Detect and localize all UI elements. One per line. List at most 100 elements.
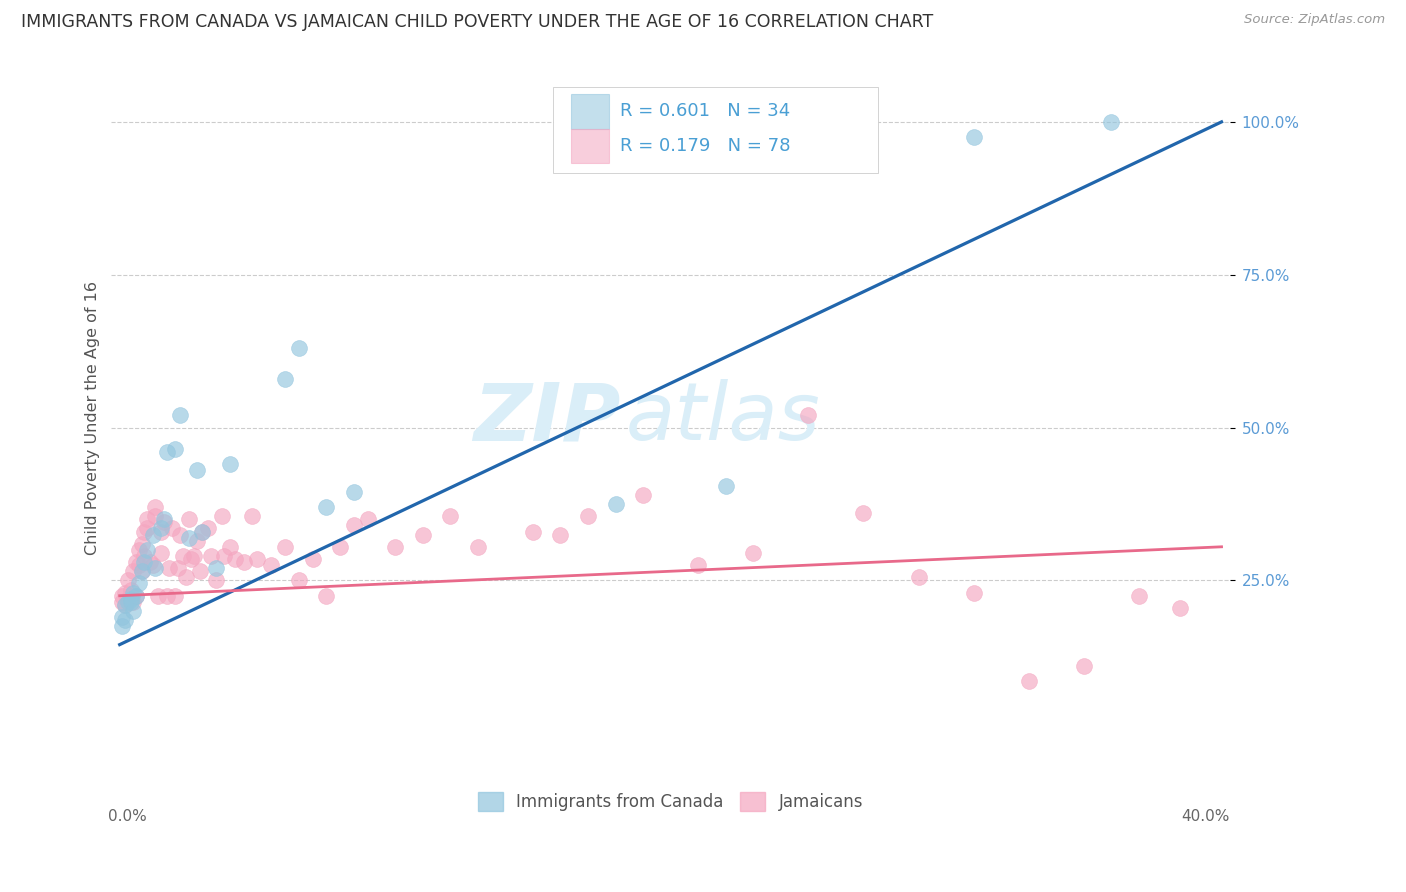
Point — [205, 574, 228, 588]
Point — [218, 540, 240, 554]
Text: 0.0%: 0.0% — [108, 809, 146, 823]
Point — [145, 509, 167, 524]
Point — [114, 585, 136, 599]
Point — [139, 555, 162, 569]
Point — [163, 589, 186, 603]
FancyBboxPatch shape — [571, 129, 609, 163]
Point — [150, 521, 173, 535]
Point — [962, 585, 984, 599]
Point — [163, 442, 186, 456]
Point — [343, 484, 366, 499]
Point — [315, 500, 337, 514]
Point — [232, 555, 254, 569]
Text: R = 0.601   N = 34: R = 0.601 N = 34 — [620, 102, 790, 120]
Point — [122, 595, 145, 609]
Text: IMMIGRANTS FROM CANADA VS JAMAICAN CHILD POVERTY UNDER THE AGE OF 16 CORRELATION: IMMIGRANTS FROM CANADA VS JAMAICAN CHILD… — [21, 13, 934, 31]
Point — [1073, 659, 1095, 673]
Point — [131, 564, 153, 578]
Point — [224, 552, 246, 566]
Point — [550, 527, 572, 541]
Text: 40.0%: 40.0% — [1181, 809, 1230, 823]
Point — [125, 589, 148, 603]
Point — [197, 521, 219, 535]
Point — [714, 478, 737, 492]
Point — [343, 518, 366, 533]
Point — [214, 549, 236, 563]
FancyBboxPatch shape — [553, 87, 877, 173]
Point — [111, 610, 134, 624]
Point — [240, 509, 263, 524]
Point — [211, 509, 233, 524]
Point — [191, 524, 214, 539]
Point — [125, 555, 148, 569]
Point — [145, 561, 167, 575]
Point — [117, 574, 139, 588]
Point — [114, 598, 136, 612]
Point — [122, 585, 145, 599]
Point — [111, 595, 134, 609]
Point — [301, 552, 323, 566]
Point — [120, 595, 142, 609]
Point — [136, 512, 159, 526]
Point — [205, 561, 228, 575]
Text: R = 0.179   N = 78: R = 0.179 N = 78 — [620, 136, 790, 154]
Point — [114, 613, 136, 627]
Text: atlas: atlas — [626, 379, 821, 458]
Point — [522, 524, 544, 539]
Point — [152, 516, 174, 530]
Point — [114, 598, 136, 612]
Point — [180, 552, 202, 566]
Point — [169, 527, 191, 541]
Point — [852, 506, 875, 520]
Point — [797, 409, 820, 423]
Point — [329, 540, 352, 554]
Point — [356, 512, 378, 526]
Point — [111, 589, 134, 603]
Point — [136, 542, 159, 557]
Point — [134, 555, 156, 569]
Point — [1128, 589, 1150, 603]
Point — [605, 497, 627, 511]
Point — [128, 558, 150, 573]
Point — [160, 521, 183, 535]
Point — [287, 574, 309, 588]
Point — [188, 564, 211, 578]
Point — [962, 130, 984, 145]
Point — [191, 524, 214, 539]
Point — [150, 524, 173, 539]
Point — [122, 604, 145, 618]
Point — [117, 591, 139, 606]
Point — [260, 558, 283, 573]
Point — [274, 372, 297, 386]
Point — [174, 570, 197, 584]
Point — [120, 582, 142, 597]
Point — [186, 463, 208, 477]
Point — [142, 558, 165, 573]
Point — [169, 409, 191, 423]
Point — [122, 564, 145, 578]
Point — [907, 570, 929, 584]
Point — [287, 341, 309, 355]
Text: ZIP: ZIP — [472, 379, 620, 458]
Point — [576, 509, 599, 524]
Point — [142, 527, 165, 541]
Point — [172, 549, 194, 563]
Point — [631, 488, 654, 502]
Point — [1168, 601, 1191, 615]
Point — [157, 561, 180, 575]
Legend: Immigrants from Canada, Jamaicans: Immigrants from Canada, Jamaicans — [471, 786, 870, 818]
Point — [131, 537, 153, 551]
Point — [200, 549, 222, 563]
Point — [131, 564, 153, 578]
Point — [134, 524, 156, 539]
Point — [439, 509, 461, 524]
Point — [218, 457, 240, 471]
Point — [315, 589, 337, 603]
Point — [120, 591, 142, 606]
FancyBboxPatch shape — [571, 95, 609, 129]
Point — [134, 549, 156, 563]
Point — [412, 527, 434, 541]
Point — [177, 531, 200, 545]
Point — [166, 561, 188, 575]
Point — [186, 533, 208, 548]
